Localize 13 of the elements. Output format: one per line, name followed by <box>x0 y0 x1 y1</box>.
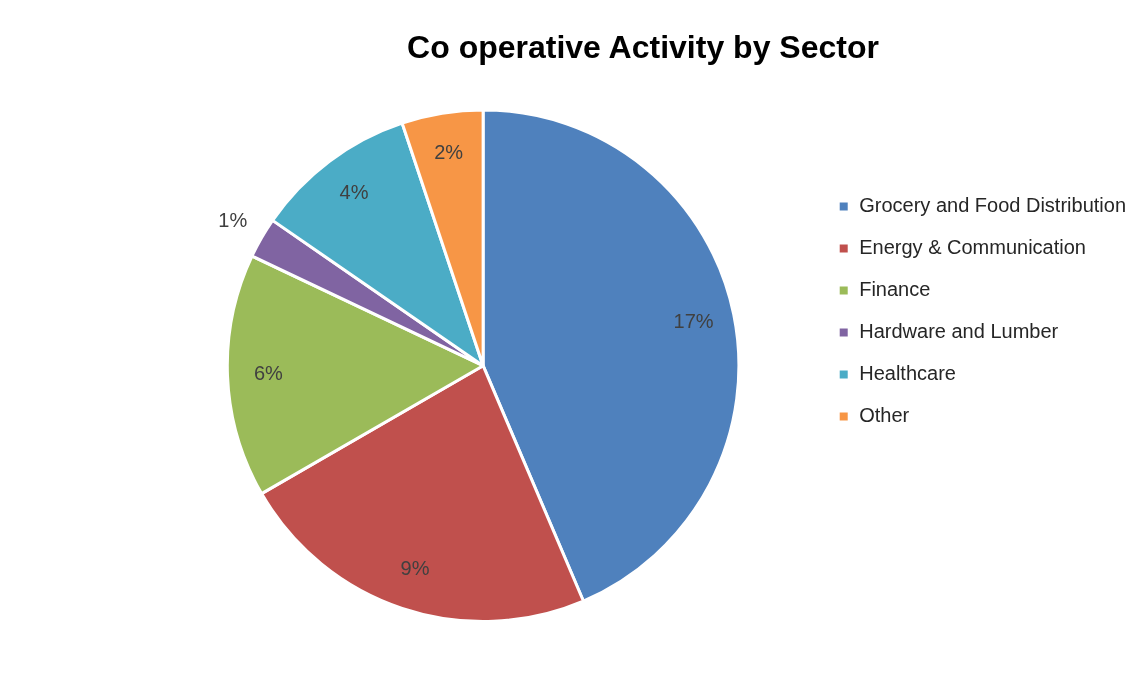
data-label: 17% <box>673 310 714 333</box>
data-label: 6% <box>253 361 284 384</box>
data-label: 9% <box>400 557 430 580</box>
legend-label: Hardware and Lumber <box>859 320 1059 343</box>
data-label: 1% <box>218 208 248 231</box>
data-label: 2% <box>434 141 464 164</box>
legend-label: Other <box>859 404 910 427</box>
legend-label: Energy & Communication <box>859 236 1086 259</box>
data-label: 4% <box>339 181 369 204</box>
chart-title: Co operative Activity by Sector <box>407 29 879 66</box>
legend-label: Healthcare <box>859 362 956 385</box>
legend-label: Grocery and Food Distribution <box>859 194 1127 217</box>
legend-label: Finance <box>859 278 931 301</box>
